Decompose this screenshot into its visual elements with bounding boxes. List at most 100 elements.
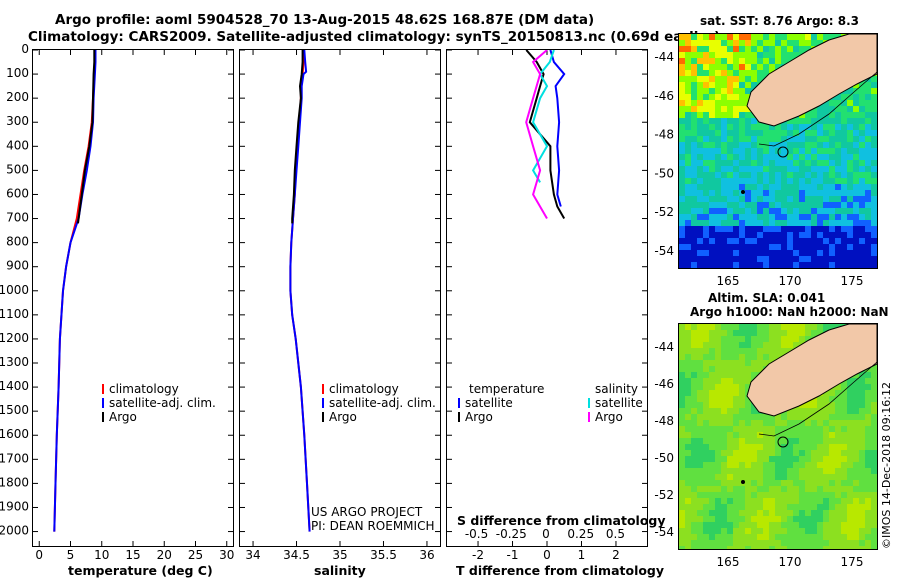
- sst-map-image: [679, 34, 877, 268]
- y-tick-label: 300: [6, 114, 29, 128]
- legend-label: climatology: [329, 382, 399, 396]
- y-tick-label: 400: [6, 138, 29, 152]
- x-tick-label: 30: [219, 548, 234, 562]
- credit-line2: PI: DEAN ROEMMICH: [311, 519, 435, 533]
- map-x-tick-label: 170: [779, 555, 802, 569]
- y-tick-label: 100: [6, 66, 29, 80]
- map-y-tick-label: -44: [654, 50, 674, 64]
- x-tick-label: 20: [157, 548, 172, 562]
- island-marker: [741, 480, 745, 484]
- series-satellite: [289, 50, 311, 532]
- map-y-tick-label: -52: [654, 205, 674, 219]
- x-tick-label: 34.5: [283, 548, 310, 562]
- x-tick-label: -1: [507, 548, 519, 562]
- map-y-tick-label: -48: [654, 128, 674, 142]
- legend-title-salinity: salinity: [595, 382, 638, 396]
- x-tick-label: -2: [472, 548, 484, 562]
- x-tick-label: 1: [578, 548, 586, 562]
- x-tick-label: 35.5: [370, 548, 397, 562]
- map-x-tick-label: 165: [717, 274, 740, 288]
- bathymetry-contour: [758, 361, 877, 437]
- sla-map-title2: Argo h1000: NaN h2000: NaN: [690, 305, 889, 319]
- map-y-tick-label: -46: [654, 89, 674, 103]
- sst-map-title: sat. SST: 8.76 Argo: 8.3: [700, 14, 860, 28]
- map-y-tick-label: -50: [654, 166, 674, 180]
- sst-map: [678, 33, 878, 269]
- x-tick-label: 25: [188, 548, 203, 562]
- legend-label: Argo: [329, 410, 357, 424]
- island-marker: [741, 190, 745, 194]
- y-tick-label: 1200: [0, 331, 29, 345]
- map-y-tick-label: -50: [654, 451, 674, 465]
- sla-map: [678, 323, 878, 550]
- y-tick-label: 1900: [0, 499, 29, 513]
- legend-label: satellite-adj. clim.: [109, 396, 216, 410]
- argo-position-marker: [777, 436, 789, 448]
- y-tick-label: 1300: [0, 355, 29, 369]
- t-diff-axis-label: T difference from climatology: [456, 563, 665, 578]
- difference-plot: temperature salinitysatelliteArgosatellit…: [447, 50, 647, 546]
- sla-map-title1: Altim. SLA: 0.041: [708, 291, 826, 305]
- argo-position-marker: [777, 146, 789, 158]
- legend-title-temperature: temperature: [469, 382, 544, 396]
- series-argo: [291, 50, 304, 224]
- figure-title-line2: Climatology: CARS2009. Satellite-adjuste…: [28, 29, 721, 45]
- s-diff-axis-label: S difference from climatology: [457, 513, 666, 528]
- y-tick-label: 900: [6, 259, 29, 273]
- map-x-tick-label: 165: [717, 555, 740, 569]
- map-x-tick-label: 175: [841, 555, 864, 569]
- y-tick-label: 2000: [0, 524, 29, 538]
- y-tick-label: 800: [6, 235, 29, 249]
- y-tick-label: 1800: [0, 475, 29, 489]
- legend-label: satellite: [465, 396, 513, 410]
- map-y-tick-label: -48: [654, 414, 674, 428]
- y-tick-label: 500: [6, 162, 29, 176]
- bathymetry-contour: [758, 71, 877, 147]
- temperature-axis-label: temperature (deg C): [68, 563, 213, 578]
- legend-label: satellite: [595, 396, 643, 410]
- y-tick-label: 1700: [0, 451, 29, 465]
- y-tick-label: 1400: [0, 379, 29, 393]
- y-tick-label: 600: [6, 186, 29, 200]
- x-tick-label: 15: [125, 548, 140, 562]
- legend-label: Argo: [109, 410, 137, 424]
- map-x-tick-label: 175: [841, 274, 864, 288]
- map-x-tick-label: 170: [779, 274, 802, 288]
- salinity-panel: climatology satellite-adj. clim. Argo: [239, 49, 441, 547]
- y-tick-label: 1000: [0, 283, 29, 297]
- y-tick-label: 700: [6, 211, 29, 225]
- x-tick-label: 2: [612, 548, 620, 562]
- x-tick-label: 5: [67, 548, 75, 562]
- x-tick-label: 34: [245, 548, 260, 562]
- series-t-satellite: [549, 50, 566, 207]
- y-tick-label: 1600: [0, 427, 29, 441]
- series-argo: [77, 50, 96, 224]
- series-s-argo: [525, 50, 548, 220]
- map-y-tick-label: -52: [654, 488, 674, 502]
- credit-line1: US ARGO PROJECT: [311, 505, 423, 519]
- sla-map-image: [679, 324, 877, 549]
- legend-label: Argo: [465, 410, 493, 424]
- series-climatology: [53, 50, 96, 532]
- map-y-tick-label: -44: [654, 340, 674, 354]
- legend-label: Argo: [595, 410, 623, 424]
- x-tick-label: 10: [94, 548, 109, 562]
- y-tick-label: 1500: [0, 403, 29, 417]
- x-tick-label: 0: [35, 548, 43, 562]
- y-tick-label: 200: [6, 90, 29, 104]
- y-tick-label: 1100: [0, 307, 29, 321]
- watermark: ©IMOS 14-Dec-2018 09:16:12: [880, 382, 893, 549]
- x-tick-label: 35: [332, 548, 347, 562]
- x-tick-label: 0: [543, 548, 551, 562]
- salinity-axis-label: salinity: [314, 563, 366, 578]
- difference-panel: temperature salinity satellite Argo satellit…: [446, 49, 648, 547]
- temperature-panel: climatology satellite-adj. clim. Argo: [32, 49, 234, 547]
- x-tick-label: 36: [419, 548, 434, 562]
- series-satellite: [53, 50, 97, 532]
- map-y-tick-label: -46: [654, 377, 674, 391]
- legend-label: satellite-adj. clim.: [329, 396, 436, 410]
- figure-title-line1: Argo profile: aoml 5904528_70 13-Aug-201…: [55, 12, 595, 28]
